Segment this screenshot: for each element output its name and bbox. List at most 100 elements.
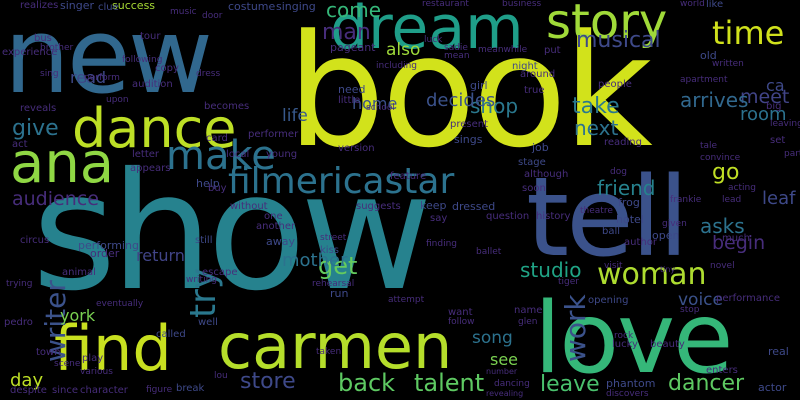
cloud-word: town	[36, 347, 61, 358]
cloud-word: number	[486, 367, 518, 376]
cloud-word: lead	[722, 195, 742, 205]
cloud-word: ballet	[476, 247, 502, 257]
cloud-word: business	[502, 0, 542, 9]
cloud-word: return	[136, 246, 185, 265]
cloud-word: real	[768, 345, 789, 358]
cloud-word: song	[472, 328, 513, 348]
cloud-word: little	[338, 95, 361, 106]
cloud-word: frankie	[670, 195, 702, 205]
cloud-word: performer	[248, 129, 299, 140]
cloud-word: circus	[20, 235, 50, 246]
cloud-word: rehearsal	[312, 279, 355, 289]
cloud-word: apartment	[680, 75, 728, 85]
cloud-word: attempt	[388, 295, 425, 305]
cloud-word: talent	[414, 369, 485, 397]
cloud-word: musical	[576, 28, 661, 53]
cloud-word: see	[490, 350, 519, 369]
cloud-word: pageant	[330, 41, 376, 54]
cloud-word: room	[740, 104, 787, 125]
cloud-word: enters	[706, 365, 738, 376]
cloud-word: young	[266, 149, 298, 160]
cloud-word: feature	[390, 171, 427, 182]
cloud-word: singer	[60, 0, 95, 12]
cloud-word: carmen	[218, 310, 453, 383]
cloud-word: follow	[448, 317, 475, 327]
cloud-word: school	[366, 103, 395, 113]
cloud-word: want	[448, 307, 473, 318]
cloud-word: singing	[276, 0, 316, 13]
cloud-word: performing	[78, 239, 139, 252]
cloud-word: experience	[2, 47, 58, 58]
cloud-word: reveals	[20, 103, 57, 114]
cloud-word: set	[770, 135, 786, 146]
cloud-word: friend	[597, 176, 656, 200]
cloud-word: phantom	[606, 377, 656, 390]
cloud-word: convince	[700, 153, 741, 163]
cloud-word: stage	[518, 157, 546, 168]
cloud-word: take	[572, 94, 620, 119]
cloud-word: version	[338, 143, 375, 154]
cloud-word: sing	[40, 69, 59, 79]
cloud-word: help	[196, 177, 220, 190]
cloud-word: leave	[540, 372, 600, 397]
cloud-word: time	[712, 14, 785, 52]
cloud-word: story	[546, 0, 668, 50]
cloud-word: given	[662, 219, 687, 229]
cloud-word: one	[264, 211, 283, 222]
cloud-word: history	[536, 211, 571, 222]
cloud-word: york	[60, 306, 96, 325]
cloud-word: open	[652, 229, 680, 242]
cloud-word: revealing	[486, 389, 524, 398]
cloud-word: mean	[444, 51, 470, 61]
cloud-word: true	[524, 85, 545, 96]
cloud-word: show	[32, 139, 433, 327]
cloud-word: mother	[282, 250, 348, 271]
cloud-word: tiger	[558, 277, 579, 287]
cloud-word: dog	[610, 167, 627, 177]
cloud-word: upon	[106, 95, 129, 105]
cloud-word: audition	[132, 79, 173, 90]
cloud-word: girl	[470, 79, 488, 92]
cloud-word: rock	[614, 331, 634, 341]
cloud-word: decides	[426, 90, 496, 111]
cloud-word: written	[712, 59, 744, 69]
cloud-word: day	[10, 370, 44, 391]
cloud-word: work	[559, 294, 592, 362]
cloud-word: visit	[604, 261, 623, 271]
cloud-word: give	[12, 116, 59, 141]
cloud-word: discovers	[606, 389, 649, 399]
cloud-word: love	[534, 282, 733, 396]
cloud-word: world	[680, 0, 705, 9]
cloud-word: present	[450, 119, 489, 130]
cloud-word: make	[166, 133, 276, 179]
cloud-word: buy	[208, 183, 227, 194]
cloud-word: run	[330, 287, 349, 300]
cloud-word: new	[4, 0, 213, 117]
cloud-word: studio	[520, 258, 582, 282]
cloud-word: appears	[130, 163, 171, 174]
cloud-word: part	[784, 149, 800, 159]
cloud-word: tiny	[660, 265, 676, 274]
cloud-word: becomes	[204, 101, 250, 112]
cloud-word: go	[712, 160, 740, 185]
cloud-word: eventually	[96, 299, 144, 309]
cloud-word: novel	[710, 261, 735, 271]
cloud-word: back	[338, 369, 396, 397]
cloud-word: music	[170, 7, 197, 17]
cloud-word: voice	[678, 290, 723, 310]
cloud-word: break	[176, 383, 205, 394]
cloud-word: well	[198, 317, 218, 328]
cloud-word: name	[514, 305, 543, 316]
cloud-word: dance	[72, 97, 237, 160]
cloud-word: away	[266, 235, 295, 248]
cloud-word: tour	[140, 31, 161, 42]
cloud-word: play	[82, 353, 104, 364]
cloud-word: come	[326, 0, 382, 22]
cloud-word: dream	[330, 0, 524, 63]
cloud-word: much	[722, 233, 750, 244]
cloud-word: audience	[12, 188, 99, 210]
cloud-word: brother	[40, 43, 74, 53]
cloud-word: copy	[155, 63, 179, 74]
cloud-word: realizes	[20, 0, 59, 11]
cloud-word: pedro	[4, 317, 33, 328]
